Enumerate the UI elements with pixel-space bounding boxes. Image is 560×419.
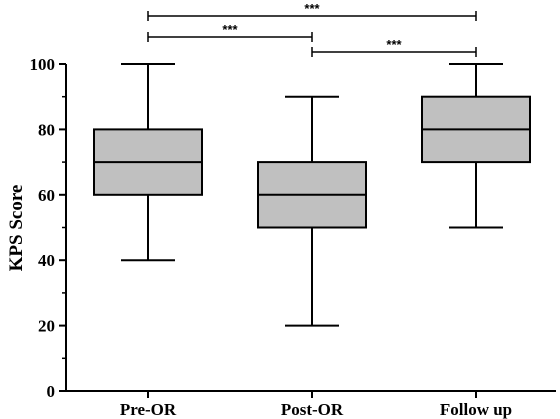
y-tick-label: 60 [38, 186, 55, 205]
box-follow-up [421, 63, 531, 229]
box-pre-or [93, 63, 203, 262]
significance-label: *** [222, 22, 238, 37]
significance-bracket: *** [147, 22, 313, 42]
x-tick-label: Follow up [440, 400, 512, 419]
y-tick-label: 20 [38, 317, 55, 336]
boxes [93, 63, 531, 327]
y-tick-label: 40 [38, 251, 55, 270]
box-post-or [257, 95, 367, 327]
y-axis-title: KPS Score [6, 185, 27, 272]
significance-label: *** [304, 1, 320, 16]
y-tick-label: 80 [38, 120, 55, 139]
significance-bracket: *** [147, 1, 477, 21]
x-tick-label: Post-OR [281, 400, 344, 419]
significance-bracket: *** [311, 37, 477, 57]
significance-brackets: *** *** *** [147, 1, 477, 57]
x-tick-label: Pre-OR [120, 400, 177, 419]
axes: 0 20 40 60 80 100 Pre-OR Post-OR Follow up [30, 55, 556, 419]
y-tick-label: 0 [47, 382, 56, 401]
significance-label: *** [386, 37, 402, 52]
y-tick-label: 100 [30, 55, 56, 74]
